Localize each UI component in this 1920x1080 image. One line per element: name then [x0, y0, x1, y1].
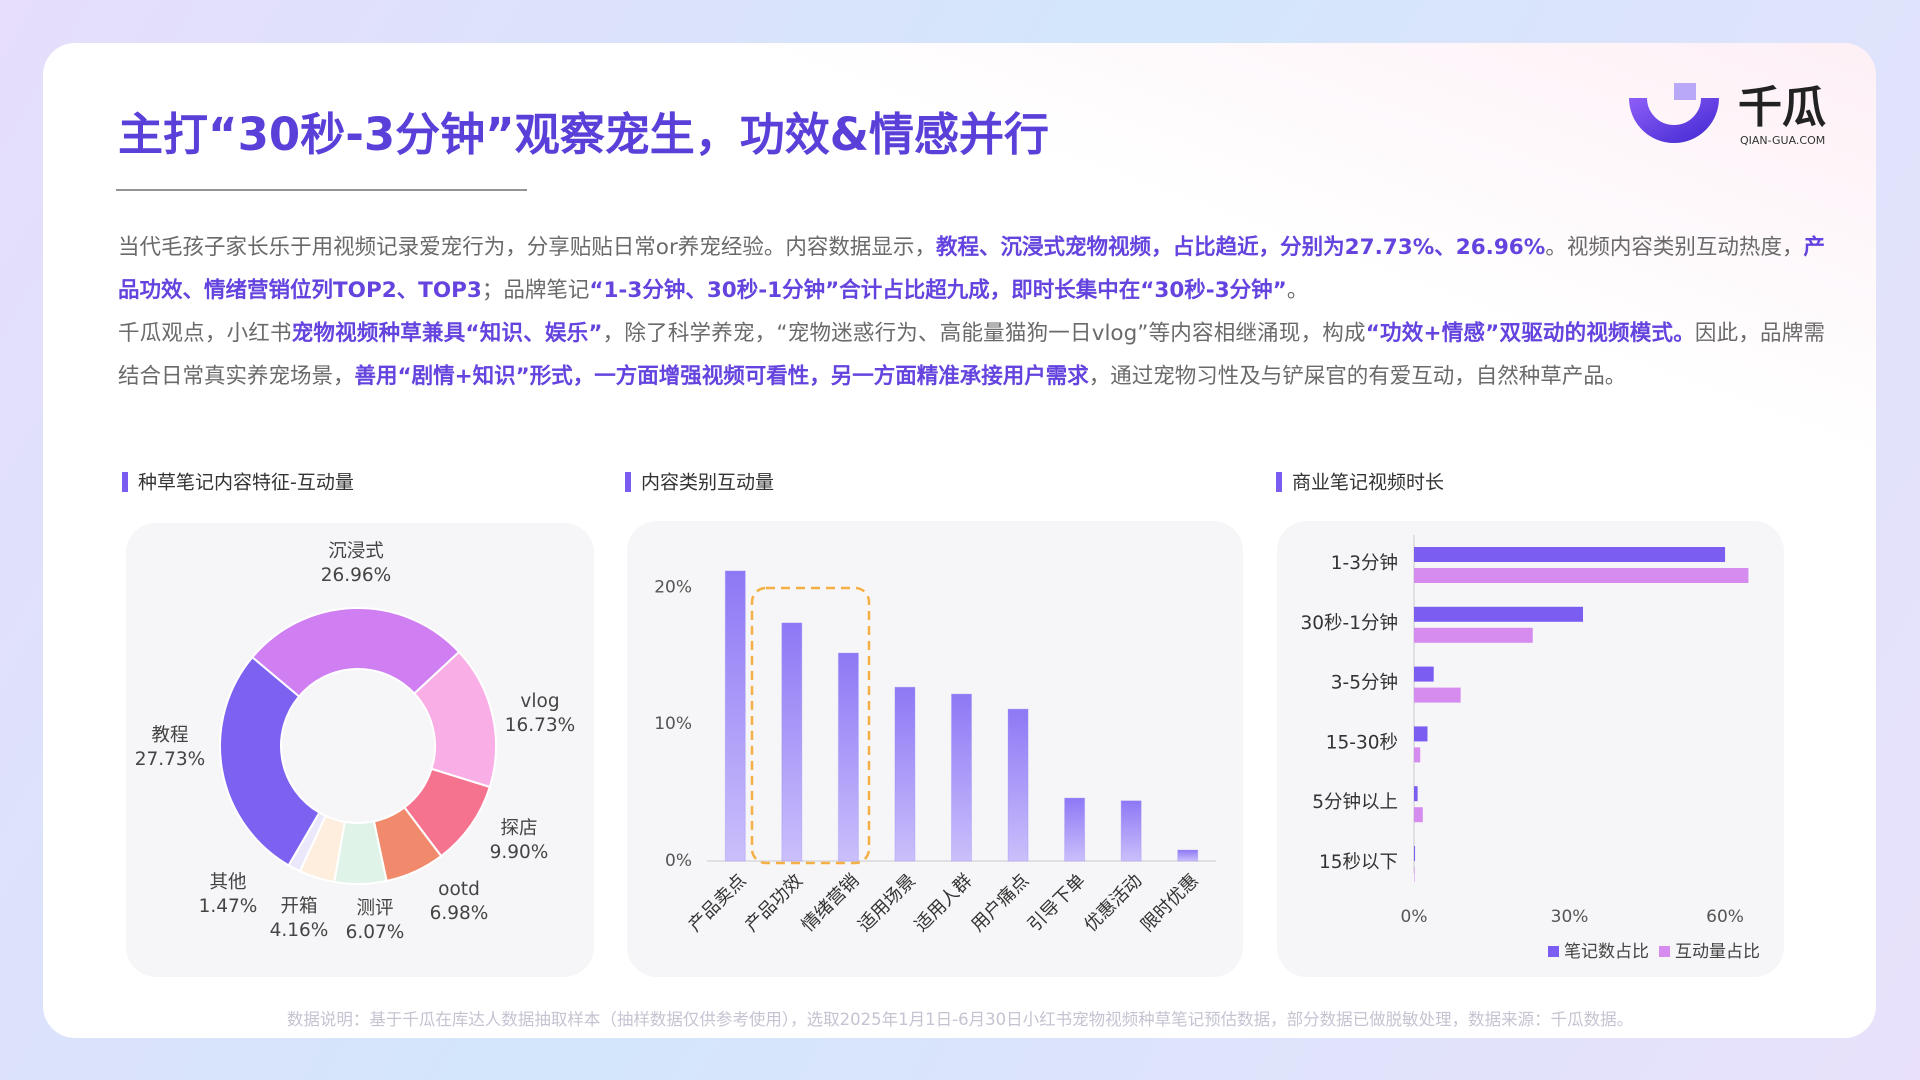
segment-label: 沉浸式	[328, 541, 384, 562]
y-tick-label: 0%	[665, 851, 692, 871]
y-tick-label: 30秒-1分钟	[1301, 613, 1399, 634]
highlight-text: 产品功效、情绪营销位列TOP2、TOP3	[118, 235, 1825, 303]
legend-label: 互动量占比	[1675, 942, 1760, 962]
logo-icon	[1629, 97, 1719, 143]
highlight-text: “1-3分钟、30秒-1分钟”合计占比超九成，即时长集中在“30秒-3分钟”	[589, 278, 1287, 303]
text: 千瓜观点，小红书	[118, 321, 292, 346]
x-tick-label: 0%	[1401, 907, 1428, 927]
bar	[1414, 627, 1533, 643]
paragraph: 千瓜观点，小红书宠物视频种草兼具“知识、娱乐”，除了科学养宠，“宠物迷惑行为、高…	[118, 312, 1825, 398]
footnote: 数据说明：基于千瓜在库达人数据抽取样本（抽样数据仅供参考使用），选取2025年1…	[286, 1010, 1634, 1029]
x-tick-label: 30%	[1551, 907, 1589, 927]
text: ，除了科学养宠，“宠物迷惑行为、高能量猫狗一日vlog”等内容相继涌现，构成	[602, 321, 1366, 346]
section-marker	[1276, 472, 1282, 492]
segment-label: 测评	[356, 898, 393, 919]
segment-label: 探店	[500, 818, 537, 839]
y-tick-label: 10%	[654, 714, 692, 734]
chart-title: 内容类别互动量	[641, 472, 774, 494]
highlight-text: 宠物视频种草兼具“知识、娱乐”	[291, 321, 603, 346]
bar	[1414, 807, 1423, 823]
bar	[1064, 797, 1086, 862]
segment-label: 开箱	[280, 896, 317, 917]
bar	[1007, 708, 1029, 862]
bar	[1120, 800, 1142, 862]
section-marker	[625, 472, 631, 492]
bar	[1414, 747, 1421, 763]
y-tick-label: 15-30秒	[1326, 732, 1398, 753]
segment-label: vlog	[520, 691, 559, 712]
donut-segment	[250, 607, 461, 698]
logo-icon-square	[1674, 83, 1696, 100]
bar	[894, 686, 916, 862]
bar	[1414, 687, 1461, 703]
segment-value: 26.96%	[321, 565, 392, 586]
bar	[781, 622, 803, 862]
bar	[1177, 849, 1199, 862]
bar	[1414, 867, 1415, 882]
text: 因此，品牌需结合日常真实养宠场景，	[118, 321, 1825, 389]
section-marker	[122, 472, 128, 492]
legend-swatch	[1659, 946, 1670, 957]
segment-value: 27.73%	[135, 749, 206, 770]
bar	[1414, 547, 1726, 562]
text: ，通过宠物习性及与铲屎官的有爱互动，自然种草产品。	[1088, 364, 1627, 389]
bar	[1414, 726, 1428, 742]
logo-domain: QIAN-GUA.COM	[1740, 134, 1825, 147]
segment-value: 16.73%	[505, 715, 576, 736]
y-tick-label: 5分钟以上	[1312, 792, 1398, 813]
y-tick-label: 15秒以下	[1319, 852, 1398, 873]
paragraph: 当代毛孩子家长乐于用视频记录爱宠行为，分享贴贴日常or养宠经验。内容数据显示，教…	[118, 226, 1825, 312]
segment-label: 其他	[209, 872, 246, 893]
bar	[1414, 666, 1434, 682]
y-tick-label: 1-3分钟	[1331, 553, 1398, 574]
logo-name: 千瓜	[1738, 82, 1826, 133]
bar	[837, 652, 859, 862]
segment-value: 6.07%	[346, 922, 405, 943]
text: ；品牌笔记	[481, 278, 590, 303]
highlight-text: 教程、沉浸式宠物视频，占比趋近，分别为27.73%、26.96%	[935, 235, 1546, 260]
segment-value: 6.98%	[430, 903, 489, 924]
bar	[951, 693, 972, 862]
chart-title: 商业笔记视频时长	[1292, 472, 1444, 494]
legend-swatch	[1548, 946, 1559, 957]
chart-title: 种草笔记内容特征-互动量	[138, 472, 354, 494]
bar	[1414, 568, 1749, 583]
bar	[724, 570, 746, 862]
segment-label: ootd	[438, 879, 480, 900]
bar	[1414, 606, 1584, 622]
body-text: 当代毛孩子家长乐于用视频记录爱宠行为，分享贴贴日常or养宠经验。内容数据显示，教…	[118, 226, 1825, 398]
highlight-text: “功效+情感”双驱动的视频模式。	[1365, 321, 1695, 346]
y-tick-label: 20%	[654, 577, 692, 597]
x-tick-label: 60%	[1706, 907, 1744, 927]
highlight-box	[750, 586, 871, 865]
segment-value: 1.47%	[199, 896, 258, 917]
bar	[1414, 786, 1418, 802]
legend-label: 笔记数占比	[1564, 942, 1649, 962]
y-tick-label: 3-5分钟	[1331, 673, 1398, 694]
text: 。视频内容类别互动热度，	[1545, 235, 1804, 260]
text: 当代毛孩子家长乐于用视频记录爱宠行为，分享贴贴日常or养宠经验。内容数据显示，	[118, 235, 936, 260]
panel	[126, 523, 594, 977]
title: 主打“30秒-3分钟”观察宠生，功效&情感并行	[118, 108, 1050, 161]
segment-label: 教程	[151, 725, 188, 746]
donut-segment	[219, 655, 321, 867]
text: 。	[1286, 278, 1309, 303]
panel	[1277, 521, 1784, 977]
highlight-text: 善用“剧情+知识”形式，一方面增强视频可看性，另一方面精准承接用户需求	[354, 364, 1089, 389]
segment-value: 9.90%	[490, 842, 549, 863]
bar	[1414, 846, 1416, 861]
segment-value: 4.16%	[270, 920, 329, 941]
